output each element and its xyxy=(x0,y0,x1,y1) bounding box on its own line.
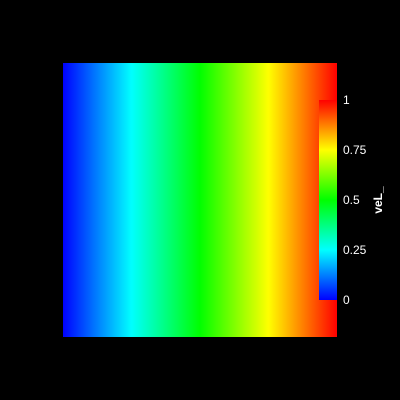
scalar-bar-tick-label: 0.75 xyxy=(343,143,367,157)
scalar-bar-tick-label: 1 xyxy=(343,93,350,107)
scalar-bar-title: veL_ xyxy=(371,186,385,214)
scalar-bar-gradient xyxy=(319,100,337,300)
scalar-bar-tick-label: 0 xyxy=(343,293,350,307)
velocity-field-plot[interactable] xyxy=(63,63,337,337)
scalar-bar-tick-label: 0.5 xyxy=(343,193,360,207)
scalar-bar-tick-label: 0.25 xyxy=(343,243,367,257)
